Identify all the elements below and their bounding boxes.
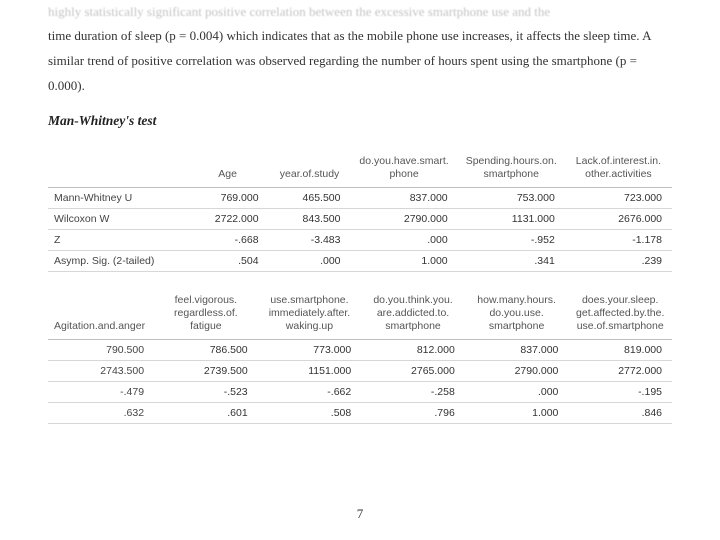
row-label: .632	[48, 403, 154, 424]
table2-h0: Agitation.and.anger	[48, 290, 154, 340]
cell: -.195	[568, 382, 672, 403]
table1-h4: Spending.hours.on.smartphone	[458, 151, 565, 188]
table1-h1: Age	[187, 151, 269, 188]
truncated-prev-line: highly statistically significant positiv…	[48, 0, 672, 25]
cell: .508	[258, 403, 362, 424]
table-row: -.479 -.523 -.662 -.258 .000 -.195	[48, 382, 672, 403]
cell: -.523	[154, 382, 258, 403]
section-heading: Man-Whitney's test	[48, 113, 672, 129]
cell: -.668	[187, 229, 269, 250]
table-row: .632 .601 .508 .796 1.000 .846	[48, 403, 672, 424]
row-label: Mann-Whitney U	[48, 187, 187, 208]
row-label: 2743.500	[48, 361, 154, 382]
stats-table-2: Agitation.and.anger feel.vigorous.regard…	[48, 290, 672, 424]
table1-h5: Lack.of.interest.in.other.activities	[565, 151, 672, 188]
table2-h5: does.your.sleep.get.affected.by.the.use.…	[568, 290, 672, 340]
cell: 2765.000	[361, 361, 465, 382]
row-label: Wilcoxon W	[48, 208, 187, 229]
page-number: 7	[0, 506, 720, 522]
cell: 1.000	[351, 250, 458, 271]
cell: -.258	[361, 382, 465, 403]
table-row: 2743.500 2739.500 1151.000 2765.000 2790…	[48, 361, 672, 382]
table2-h4: how.many.hours.do.you.use.smartphone	[465, 290, 569, 340]
table2-h3: do.you.think.you.are.addicted.to.smartph…	[361, 290, 465, 340]
table-row: Wilcoxon W 2722.000 843.500 2790.000 113…	[48, 208, 672, 229]
cell: 812.000	[361, 340, 465, 361]
cell: -1.178	[565, 229, 672, 250]
cell: 1151.000	[258, 361, 362, 382]
cell: -3.483	[269, 229, 351, 250]
cell: .846	[568, 403, 672, 424]
row-label: Z	[48, 229, 187, 250]
row-label: -.479	[48, 382, 154, 403]
cell: 753.000	[458, 187, 565, 208]
cell: 2790.000	[465, 361, 569, 382]
table1-h3: do.you.have.smart.phone	[351, 151, 458, 188]
cell: 465.500	[269, 187, 351, 208]
cell: 843.500	[269, 208, 351, 229]
cell: 2772.000	[568, 361, 672, 382]
cell: 723.000	[565, 187, 672, 208]
cell: 769.000	[187, 187, 269, 208]
cell: 2739.500	[154, 361, 258, 382]
cell: -.662	[258, 382, 362, 403]
table2-h2: use.smartphone.immediately.after.waking.…	[258, 290, 362, 340]
cell: .601	[154, 403, 258, 424]
table-row: Mann-Whitney U 769.000 465.500 837.000 7…	[48, 187, 672, 208]
cell: 1131.000	[458, 208, 565, 229]
table1-h2: year.of.study	[269, 151, 351, 188]
cell: 2790.000	[351, 208, 458, 229]
table1-h0	[48, 151, 187, 188]
cell: 2722.000	[187, 208, 269, 229]
cell: .341	[458, 250, 565, 271]
cell: .239	[565, 250, 672, 271]
body-paragraph: time duration of sleep (p = 0.004) which…	[48, 23, 672, 99]
stats-table-1: Age year.of.study do.you.have.smart.phon…	[48, 151, 672, 272]
cell: .000	[465, 382, 569, 403]
cell: 837.000	[465, 340, 569, 361]
row-label: Asymp. Sig. (2-tailed)	[48, 250, 187, 271]
cell: .796	[361, 403, 465, 424]
cell: -.952	[458, 229, 565, 250]
row-label: 790.500	[48, 340, 154, 361]
table2-h1: feel.vigorous.regardless.of.fatigue	[154, 290, 258, 340]
cell: 2676.000	[565, 208, 672, 229]
cell: 786.500	[154, 340, 258, 361]
cell: 837.000	[351, 187, 458, 208]
cell: 819.000	[568, 340, 672, 361]
cell: 1.000	[465, 403, 569, 424]
cell: .000	[351, 229, 458, 250]
table-row: 790.500 786.500 773.000 812.000 837.000 …	[48, 340, 672, 361]
table-row: Asymp. Sig. (2-tailed) .504 .000 1.000 .…	[48, 250, 672, 271]
cell: 773.000	[258, 340, 362, 361]
cell: .504	[187, 250, 269, 271]
table-row: Z -.668 -3.483 .000 -.952 -1.178	[48, 229, 672, 250]
cell: .000	[269, 250, 351, 271]
